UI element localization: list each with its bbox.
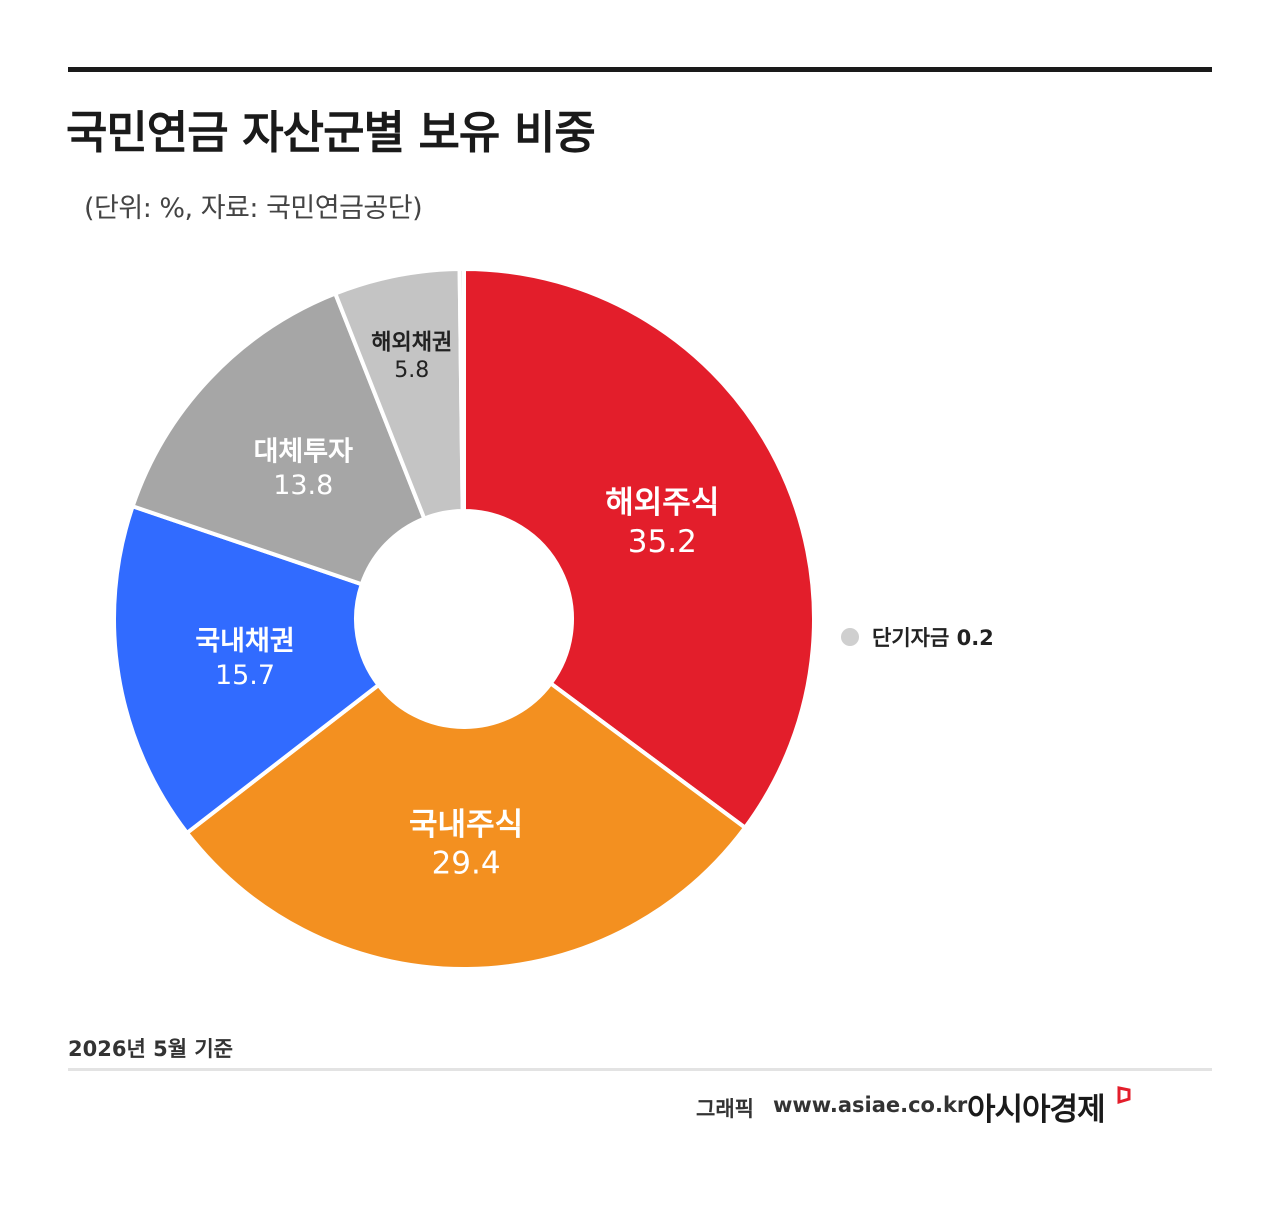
slice-value-domestic-bonds: 15.7 <box>215 660 275 691</box>
chart-legend: 단기자금 0.2 <box>841 626 994 650</box>
slice-value-overseas-stocks: 35.2 <box>628 524 697 560</box>
slice-label-domestic-bonds: 국내채권 <box>195 626 294 657</box>
bottom-rule <box>68 1068 1212 1071</box>
donut-slices <box>112 266 816 971</box>
slice-alternatives <box>130 290 427 587</box>
slice-short-term-funds <box>457 266 466 514</box>
legend-marker-short-term-funds <box>841 628 859 646</box>
slice-value-overseas-bonds: 5.8 <box>394 358 429 383</box>
site-url: www.asiae.co.kr <box>773 1093 968 1117</box>
donut-chart: 해외주식35.2국내주식29.4국내채권15.7대체투자13.8해외채권5.8 … <box>112 266 994 971</box>
legend-label-short-term-funds: 단기자금 0.2 <box>872 626 994 650</box>
brand-mark-icon <box>1117 1086 1131 1105</box>
graphic-credit-label: 그래픽 <box>696 1097 754 1121</box>
brand-logo-text: 아시아경제 <box>967 1092 1106 1128</box>
date-basis-note: 2026년 5월 기준 <box>68 1037 233 1061</box>
top-rule <box>68 67 1212 72</box>
slice-domestic-bonds <box>112 503 382 836</box>
slice-label-overseas-stocks: 해외주식 <box>605 485 719 521</box>
slice-domestic-stocks <box>184 680 748 971</box>
chart-title: 국민연금 자산군별 보유 비중 <box>66 106 596 159</box>
donut-hole <box>358 513 570 725</box>
slice-label-overseas-bonds: 해외채권 <box>371 331 452 356</box>
chart-subtitle: (단위: %, 자료: 국민연금공단) <box>84 193 423 224</box>
slice-label-domestic-stocks: 국내주식 <box>409 807 523 843</box>
slice-overseas-stocks <box>462 266 816 831</box>
slice-value-domestic-stocks: 29.4 <box>432 846 501 882</box>
slice-value-alternatives: 13.8 <box>273 470 333 501</box>
slice-label-alternatives: 대체투자 <box>254 436 354 467</box>
